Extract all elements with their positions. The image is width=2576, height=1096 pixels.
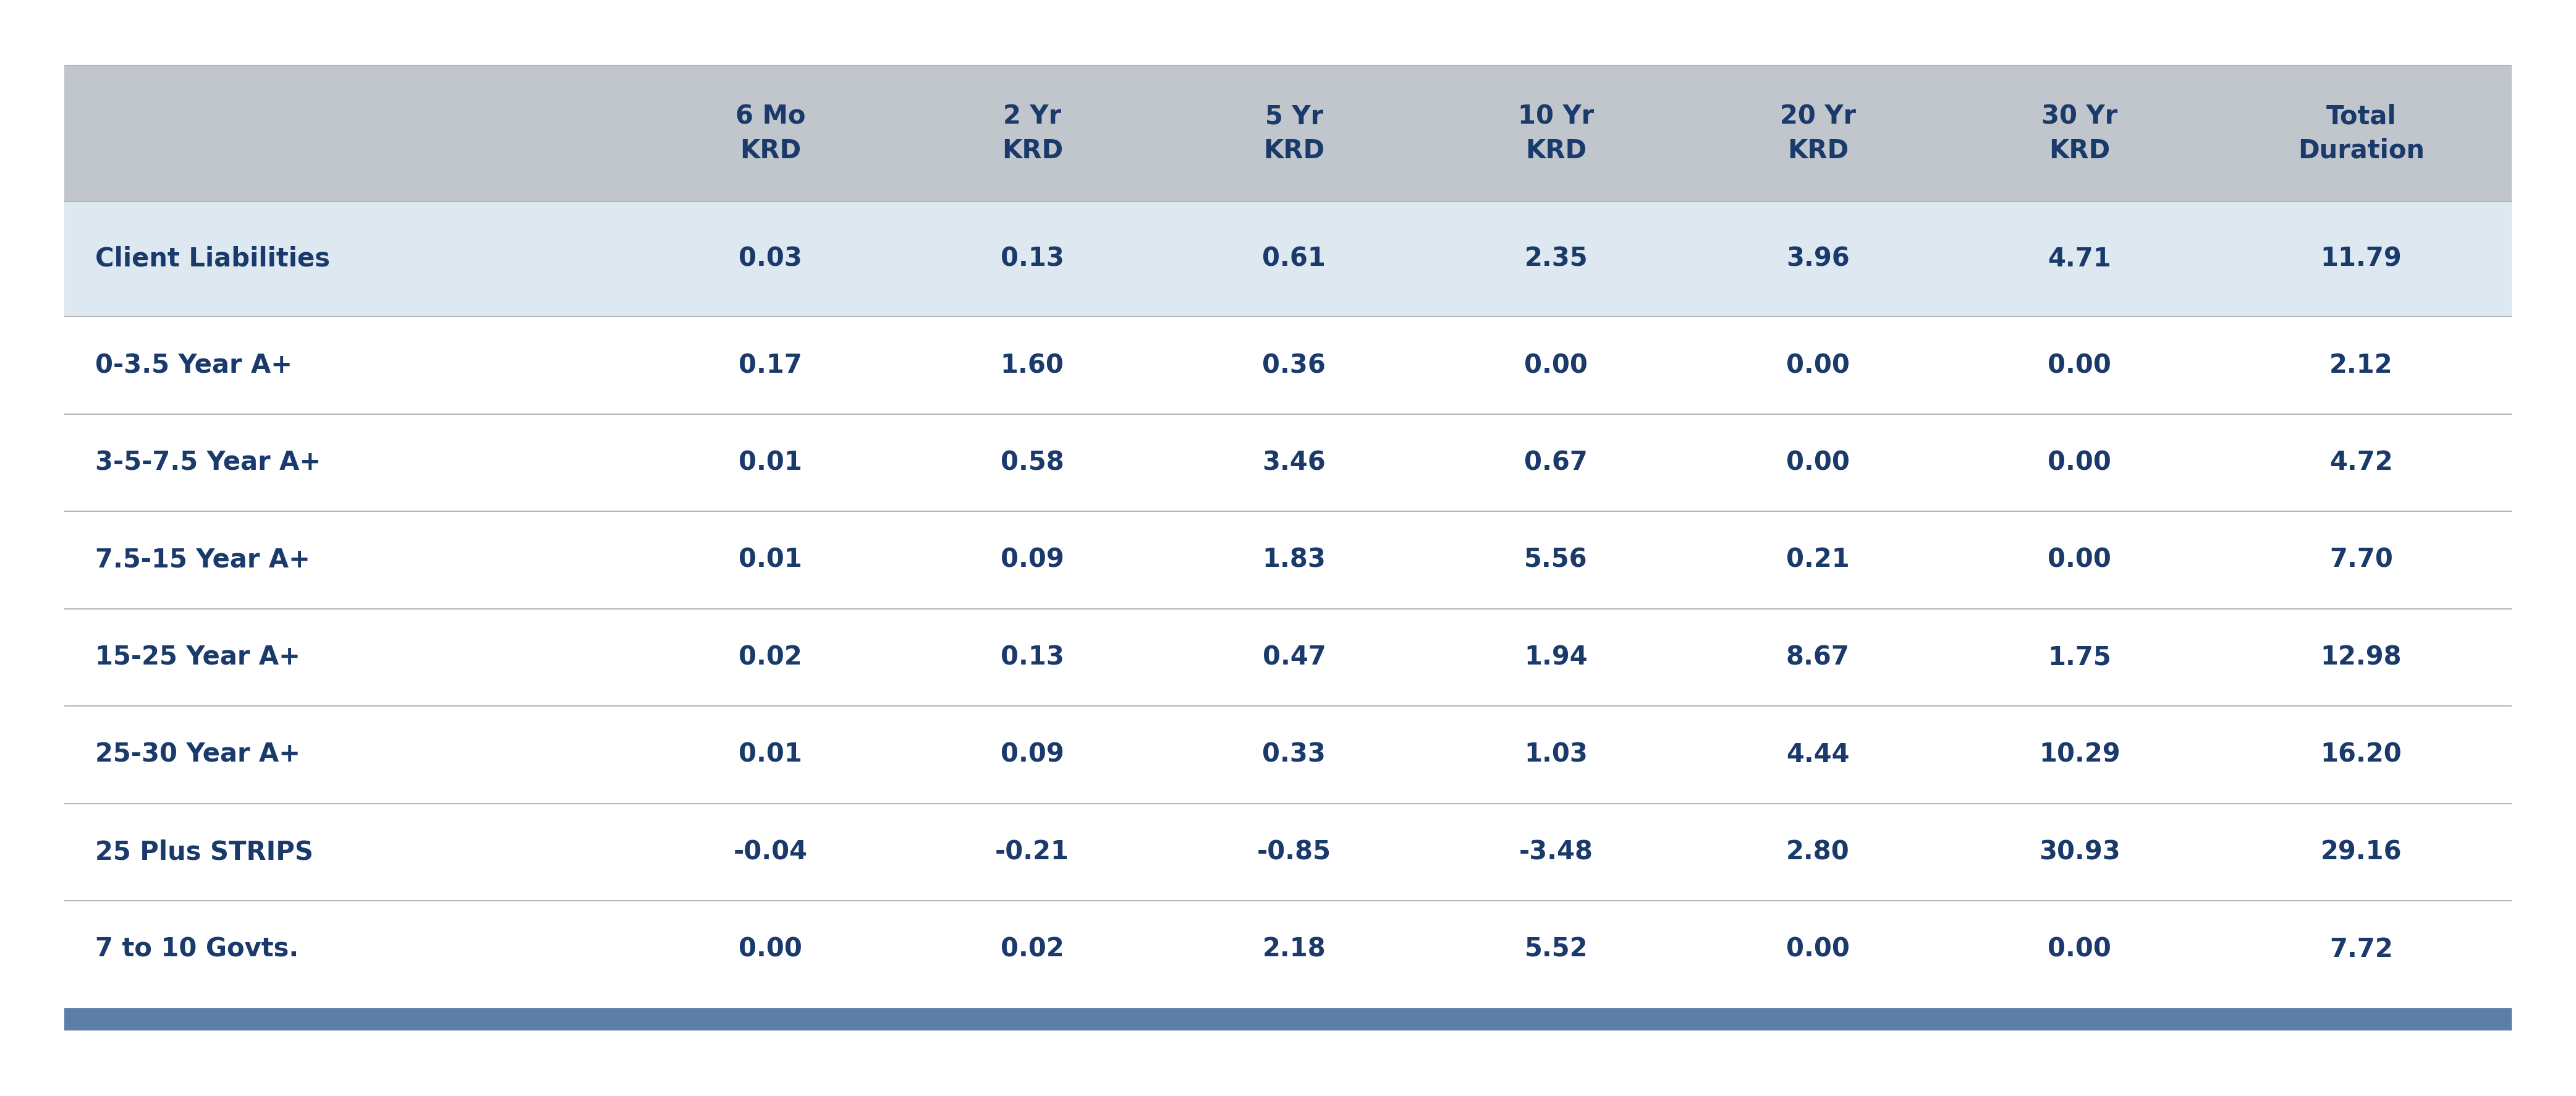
Text: 20 Yr
KRD: 20 Yr KRD bbox=[1780, 103, 1855, 163]
Text: 0.00: 0.00 bbox=[2048, 449, 2112, 476]
Text: 0.17: 0.17 bbox=[739, 352, 801, 378]
Text: 0.09: 0.09 bbox=[999, 742, 1064, 767]
Text: -0.21: -0.21 bbox=[994, 840, 1069, 865]
Bar bbox=[64, 901, 2512, 998]
Text: 0.00: 0.00 bbox=[2048, 936, 2112, 962]
Text: 3-5-7.5 Year A+: 3-5-7.5 Year A+ bbox=[95, 449, 322, 476]
Text: 25-30 Year A+: 25-30 Year A+ bbox=[95, 742, 301, 767]
Text: 7.72: 7.72 bbox=[2329, 936, 2393, 962]
Text: -0.04: -0.04 bbox=[734, 840, 806, 865]
Text: 0.21: 0.21 bbox=[1785, 547, 1850, 573]
Text: 1.60: 1.60 bbox=[999, 352, 1064, 378]
Text: 2.12: 2.12 bbox=[2329, 352, 2393, 378]
Text: 2.35: 2.35 bbox=[1525, 246, 1587, 272]
Text: 0.47: 0.47 bbox=[1262, 644, 1327, 671]
Bar bbox=[64, 706, 2512, 803]
Text: 1.94: 1.94 bbox=[1525, 644, 1587, 671]
Text: 1.83: 1.83 bbox=[1262, 547, 1327, 573]
Text: 0.01: 0.01 bbox=[739, 742, 801, 767]
Text: 0.61: 0.61 bbox=[1262, 246, 1327, 272]
Text: 2.18: 2.18 bbox=[1262, 936, 1327, 962]
Text: 7 to 10 Govts.: 7 to 10 Govts. bbox=[95, 936, 299, 962]
Text: 0.02: 0.02 bbox=[999, 936, 1064, 962]
Text: Total
Duration: Total Duration bbox=[2298, 103, 2424, 163]
Text: 5.52: 5.52 bbox=[1525, 936, 1587, 962]
Text: 5.56: 5.56 bbox=[1525, 547, 1587, 573]
Text: 15-25 Year A+: 15-25 Year A+ bbox=[95, 644, 301, 671]
Bar bbox=[64, 202, 2512, 317]
Text: 0.00: 0.00 bbox=[1525, 352, 1587, 378]
Bar bbox=[64, 414, 2512, 512]
Text: 0.01: 0.01 bbox=[739, 449, 801, 476]
Text: 30 Yr
KRD: 30 Yr KRD bbox=[2043, 103, 2117, 163]
Text: 25 Plus STRIPS: 25 Plus STRIPS bbox=[95, 840, 314, 865]
Text: 0-3.5 Year A+: 0-3.5 Year A+ bbox=[95, 352, 294, 378]
Text: 0.00: 0.00 bbox=[1785, 352, 1850, 378]
Text: 4.44: 4.44 bbox=[1785, 742, 1850, 767]
Text: 2.80: 2.80 bbox=[1785, 840, 1850, 865]
Text: 0.00: 0.00 bbox=[739, 936, 801, 962]
Bar bbox=[64, 512, 2512, 608]
Text: 8.67: 8.67 bbox=[1785, 644, 1850, 671]
Text: 0.02: 0.02 bbox=[739, 644, 801, 671]
Bar bbox=[64, 66, 2512, 202]
Text: 0.36: 0.36 bbox=[1262, 352, 1327, 378]
Text: 7.5-15 Year A+: 7.5-15 Year A+ bbox=[95, 547, 309, 573]
Text: 0.13: 0.13 bbox=[999, 246, 1064, 272]
Text: 7.70: 7.70 bbox=[2329, 547, 2393, 573]
Text: 3.96: 3.96 bbox=[1785, 246, 1850, 272]
Text: 30.93: 30.93 bbox=[2040, 840, 2120, 865]
Text: 5 Yr
KRD: 5 Yr KRD bbox=[1262, 103, 1324, 163]
Text: 0.01: 0.01 bbox=[739, 547, 801, 573]
Text: 0.13: 0.13 bbox=[999, 644, 1064, 671]
Text: 16.20: 16.20 bbox=[2321, 742, 2401, 767]
Text: 29.16: 29.16 bbox=[2321, 840, 2401, 865]
Bar bbox=[64, 1008, 2512, 1030]
Text: 11.79: 11.79 bbox=[2321, 246, 2401, 272]
Text: 0.00: 0.00 bbox=[2048, 352, 2112, 378]
Bar bbox=[64, 608, 2512, 706]
Text: 12.98: 12.98 bbox=[2321, 644, 2401, 671]
Text: 0.00: 0.00 bbox=[2048, 547, 2112, 573]
Text: 0.58: 0.58 bbox=[999, 449, 1064, 476]
Text: -3.48: -3.48 bbox=[1520, 840, 1592, 865]
Text: 10.29: 10.29 bbox=[2040, 742, 2120, 767]
Text: 0.00: 0.00 bbox=[1785, 449, 1850, 476]
Text: Client Liabilities: Client Liabilities bbox=[95, 246, 330, 272]
Bar bbox=[64, 317, 2512, 414]
Text: 2 Yr
KRD: 2 Yr KRD bbox=[1002, 103, 1064, 163]
Text: 4.71: 4.71 bbox=[2048, 246, 2112, 272]
Text: 1.03: 1.03 bbox=[1525, 742, 1587, 767]
Text: 6 Mo
KRD: 6 Mo KRD bbox=[734, 103, 806, 163]
Text: 0.09: 0.09 bbox=[999, 547, 1064, 573]
Text: 3.46: 3.46 bbox=[1262, 449, 1327, 476]
Text: 0.67: 0.67 bbox=[1525, 449, 1587, 476]
Text: 4.72: 4.72 bbox=[2329, 449, 2393, 476]
Text: -0.85: -0.85 bbox=[1257, 840, 1332, 865]
Text: 1.75: 1.75 bbox=[2048, 644, 2112, 671]
Text: 0.03: 0.03 bbox=[739, 246, 801, 272]
Text: 10 Yr
KRD: 10 Yr KRD bbox=[1517, 103, 1595, 163]
Text: 0.33: 0.33 bbox=[1262, 742, 1327, 767]
Text: 0.00: 0.00 bbox=[1785, 936, 1850, 962]
Bar bbox=[64, 803, 2512, 901]
